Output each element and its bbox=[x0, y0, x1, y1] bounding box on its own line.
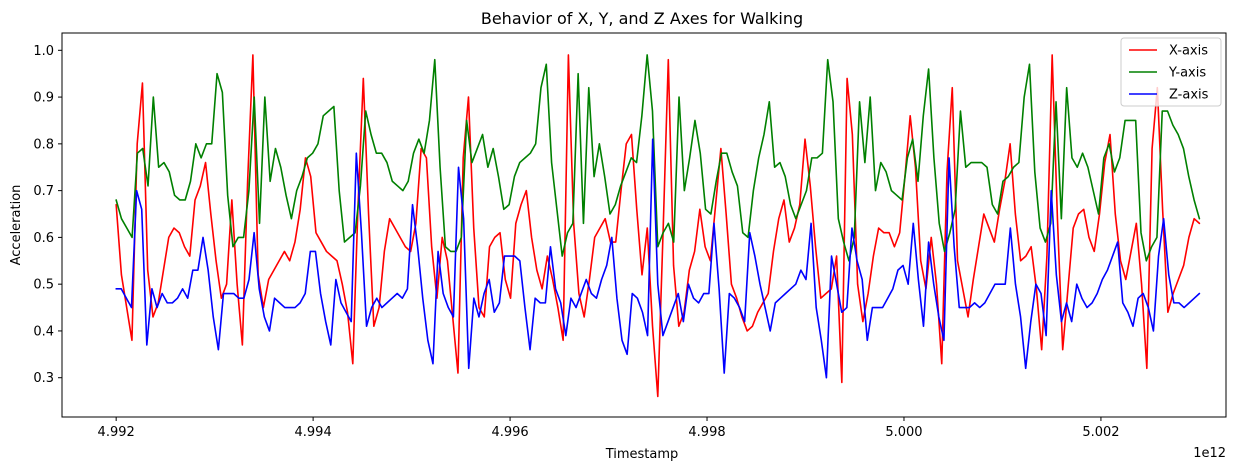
y-tick-label: 0.5 bbox=[33, 278, 54, 293]
legend-box bbox=[1120, 37, 1222, 107]
x-tick-label: 4.998 bbox=[688, 425, 725, 440]
y-tick-label: 0.9 bbox=[33, 91, 54, 106]
y-tick-label: 0.7 bbox=[33, 184, 54, 199]
legend-label: X-axis bbox=[1169, 44, 1208, 59]
x-tick-label: 5.002 bbox=[1082, 425, 1119, 440]
x-tick-label: 4.992 bbox=[98, 425, 135, 440]
legend-label: Z-axis bbox=[1169, 88, 1209, 103]
series-line-z-axis bbox=[115, 138, 1201, 379]
series-layer bbox=[115, 54, 1201, 398]
axes-frame bbox=[61, 32, 1227, 418]
axes-ticks: 4.992 4.994 4.996 4.998 5.000 5.002 0.3 0.4 0.5 0… bbox=[33, 44, 1119, 440]
series-line-x-axis bbox=[115, 54, 1201, 398]
plot-area bbox=[115, 54, 1201, 398]
x-offset-label: 1e12 bbox=[1193, 446, 1226, 461]
x-axis-label: Timestamp bbox=[605, 447, 679, 462]
x-tick-label: 4.994 bbox=[295, 425, 332, 440]
legend-label: Y-axis bbox=[1168, 66, 1206, 81]
y-tick-label: 0.4 bbox=[33, 324, 54, 339]
y-tick-label: 1.0 bbox=[33, 44, 54, 59]
y-tick-label: 0.3 bbox=[33, 371, 54, 386]
y-axis-label: Acceleration bbox=[9, 185, 24, 266]
series-line-y-axis bbox=[115, 54, 1201, 262]
x-tick-label: 5.000 bbox=[885, 425, 922, 440]
legend: X-axis Y-axis Z-axis bbox=[1120, 37, 1222, 107]
x-tick-label: 4.996 bbox=[491, 425, 528, 440]
y-tick-label: 0.6 bbox=[33, 231, 54, 246]
chart-title: Behavior of X, Y, and Z Axes for Walking bbox=[481, 9, 803, 28]
y-tick-label: 0.8 bbox=[33, 137, 54, 152]
